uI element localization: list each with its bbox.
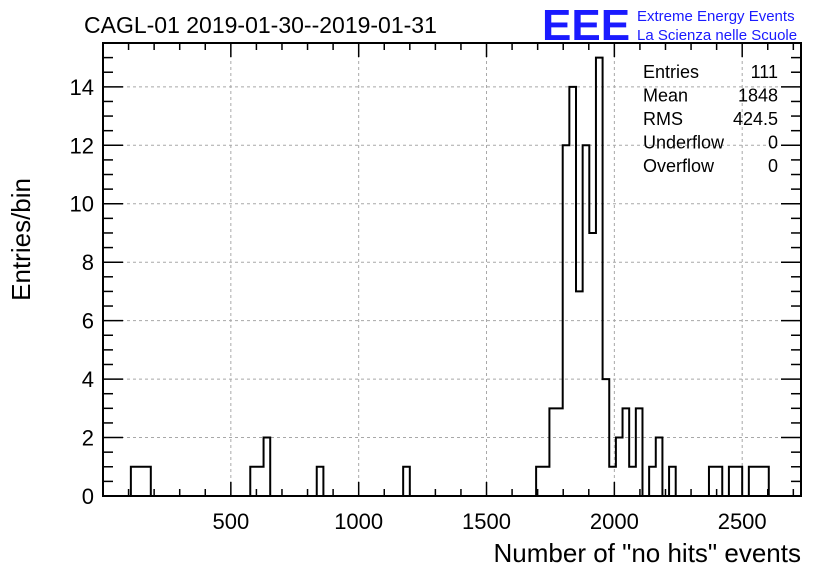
chart-title: CAGL-01 2019-01-30--2019-01-31	[84, 12, 437, 38]
eee-logo: EEE	[542, 1, 630, 50]
y-tick-label: 10	[70, 192, 94, 217]
y-tick-label: 12	[70, 133, 94, 158]
x-tick-label: 1000	[334, 509, 383, 534]
stat-value: 1848	[738, 86, 778, 106]
logo-line-1: Extreme Energy Events	[637, 8, 795, 25]
plot-frame	[102, 42, 802, 497]
x-tick-label: 2500	[718, 509, 767, 534]
stat-label: Entries	[643, 62, 699, 82]
x-tick-label: 2000	[590, 509, 639, 534]
stat-value: 111	[751, 62, 778, 82]
y-tick-label: 14	[70, 75, 94, 100]
y-tick-label: 6	[82, 309, 94, 334]
grid-lines	[103, 43, 801, 496]
stat-value: 0	[768, 156, 778, 176]
x-tick-label: 500	[212, 509, 249, 534]
stat-label: Underflow	[643, 133, 725, 153]
stat-value: 424.5	[733, 109, 778, 129]
tick-labels: 500 1000 1500 2000 2500 0 2 4 6 8 10 12 14	[70, 75, 767, 534]
stat-value: 0	[768, 133, 778, 153]
logo-line-2: La Scienza nelle Scuole	[637, 27, 797, 44]
y-tick-label: 0	[82, 484, 94, 509]
stat-label: Mean	[643, 86, 688, 106]
axis-ticks	[103, 42, 801, 496]
y-tick-label: 4	[82, 367, 94, 392]
x-axis-title: Number of "no hits" events	[494, 538, 802, 568]
stat-label: Overflow	[643, 156, 715, 176]
y-axis-title: Entries/bin	[6, 178, 36, 301]
stats-box: Entries 111 Mean 1848 RMS 424.5 Underflow 0 Over…	[643, 62, 778, 176]
y-tick-label: 8	[82, 250, 94, 275]
y-tick-label: 2	[82, 426, 94, 451]
x-tick-label: 1500	[462, 509, 511, 534]
logo-mark: EEE	[542, 1, 630, 50]
histogram-outline	[103, 56, 801, 497]
stat-label: RMS	[643, 109, 683, 129]
